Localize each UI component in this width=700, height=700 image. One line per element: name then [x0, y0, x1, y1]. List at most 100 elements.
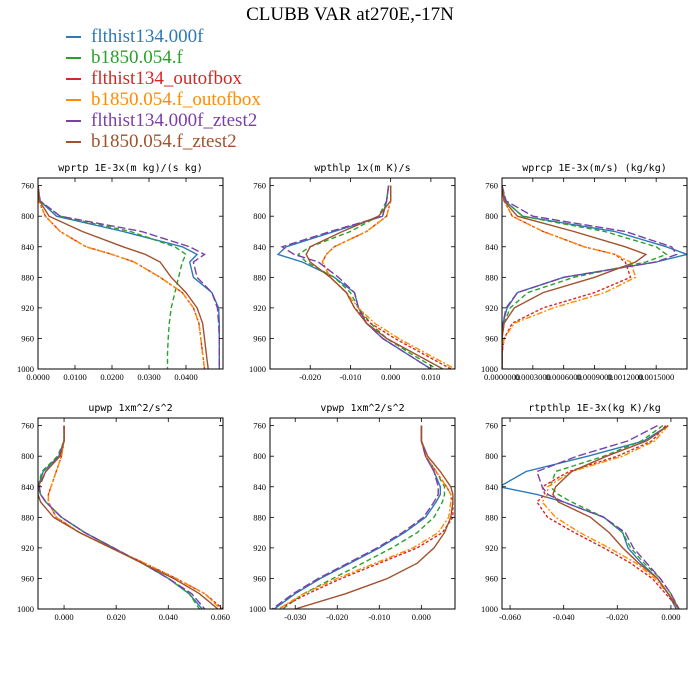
- chart-panel: wpthlp 1x(m K)/s 760 800 840 880 920 960 1000 -0…: [249, 163, 456, 382]
- panel-title: wprcp 1E-3x(m/s) (kg/kg): [522, 163, 667, 174]
- series-line: [47, 425, 221, 609]
- y-tick-label: 840: [21, 242, 34, 252]
- plot-frame: [501, 417, 688, 610]
- y-tick-label: 920: [21, 303, 34, 313]
- legend-swatch: [66, 140, 81, 143]
- y-tick-label: 1000: [249, 364, 266, 374]
- series-line: [280, 185, 432, 369]
- x-tick-label: 0.0200: [100, 372, 123, 382]
- y-tick-label: 920: [253, 543, 266, 553]
- y-tick-label: 920: [485, 303, 498, 313]
- legend-swatch: [66, 98, 81, 101]
- series-line: [536, 424, 680, 609]
- series-line: [38, 425, 219, 609]
- y-tick-label: 800: [253, 451, 266, 461]
- x-tick-label: 0.0400: [174, 372, 197, 382]
- x-tick-label: 0.020: [107, 612, 126, 622]
- x-tick-label: 0.060: [211, 612, 230, 622]
- series-line: [278, 425, 454, 609]
- chart-panel: upwp 1xm^2/s^2 760 800 840 880 920 960 1000 0.00…: [17, 403, 230, 622]
- x-tick-label: 0.0012000: [607, 372, 643, 382]
- chart-panel: wprtp 1E-3x(m kg)/(s kg) 760 800 840 880 920 9…: [17, 163, 224, 382]
- y-tick-label: 960: [253, 333, 266, 343]
- y-tick-label: 760: [253, 421, 266, 431]
- x-tick-label: -0.040: [553, 612, 575, 622]
- y-tick-label: 920: [253, 303, 266, 313]
- legend-label: flthist134_outofbox: [91, 67, 242, 89]
- y-tick-label: 800: [485, 451, 498, 461]
- legend-item: flthist134_outofbox: [66, 68, 261, 89]
- y-tick-label: 800: [21, 211, 34, 221]
- series-line: [297, 185, 438, 369]
- legend: flthist134.000f b1850.054.f flthist134_o…: [66, 26, 261, 152]
- y-tick-label: 920: [21, 543, 34, 553]
- y-tick-label: 960: [21, 333, 34, 343]
- y-tick-label: 1000: [17, 364, 34, 374]
- y-tick-label: 800: [485, 211, 498, 221]
- x-tick-label: -0.020: [606, 612, 628, 622]
- series-line: [278, 425, 452, 609]
- x-tick-label: 0.000: [54, 612, 73, 622]
- legend-item: b1850.054.f: [66, 47, 261, 68]
- x-tick-label: -0.060: [499, 612, 521, 622]
- y-tick-label: 880: [485, 272, 498, 282]
- x-tick-label: -0.020: [299, 372, 321, 382]
- legend-swatch: [66, 77, 81, 80]
- x-tick-label: 0.0003000: [515, 372, 551, 382]
- legend-item: flthist134.000f: [66, 26, 261, 47]
- y-tick-label: 880: [253, 272, 266, 282]
- x-tick-label: 0.000: [381, 372, 400, 382]
- x-tick-label: 0.0100: [63, 372, 86, 382]
- y-tick-label: 840: [485, 242, 498, 252]
- chart-panel: wprcp 1E-3x(m/s) (kg/kg) 760 800 840 880 920 9…: [481, 163, 688, 382]
- plot-frame: [37, 177, 224, 370]
- x-tick-label: 0.0009000: [576, 372, 612, 382]
- y-tick-label: 760: [253, 181, 266, 191]
- series-line: [38, 185, 221, 369]
- y-tick-label: 800: [21, 451, 34, 461]
- x-tick-label: 0.0300: [137, 372, 160, 382]
- legend-swatch: [66, 56, 81, 59]
- x-tick-label: 0.000: [661, 612, 680, 622]
- series-line: [282, 425, 446, 609]
- legend-item: b1850.054.f_ztest2: [66, 131, 261, 152]
- series-line: [38, 185, 206, 369]
- panel-title: rtpthlp 1E-3x(kg K)/kg: [528, 403, 660, 414]
- panel-title: wprtp 1E-3x(m kg)/(s kg): [58, 163, 203, 174]
- x-tick-label: 0.0000: [26, 372, 49, 382]
- y-tick-label: 960: [485, 333, 498, 343]
- series-line: [38, 185, 206, 369]
- y-tick-label: 840: [21, 482, 34, 492]
- plot-frame: [269, 177, 456, 370]
- series-line: [502, 425, 677, 609]
- x-tick-label: -0.030: [284, 612, 306, 622]
- series-line: [305, 185, 444, 369]
- legend-label: b1850.054.f_outofbox: [91, 88, 261, 110]
- y-tick-label: 1000: [481, 364, 498, 374]
- x-tick-label: 0.040: [159, 612, 178, 622]
- y-tick-label: 1000: [481, 604, 498, 614]
- chart-panel: rtpthlp 1E-3x(kg K)/kg 760 800 840 880 920 960…: [481, 403, 688, 622]
- y-tick-label: 880: [21, 512, 34, 522]
- legend-label: flthist134.000f_ztest2: [91, 109, 258, 131]
- legend-label: flthist134.000f: [91, 25, 204, 47]
- series-line: [38, 425, 206, 609]
- legend-label: b1850.054.f_ztest2: [91, 130, 237, 152]
- series-line: [502, 185, 678, 369]
- y-tick-label: 920: [485, 543, 498, 553]
- y-tick-label: 840: [485, 482, 498, 492]
- panel-title: upwp 1xm^2/s^2: [88, 403, 172, 414]
- y-tick-label: 760: [21, 181, 34, 191]
- series-line: [294, 425, 454, 609]
- y-tick-label: 880: [485, 512, 498, 522]
- y-tick-label: 1000: [17, 604, 34, 614]
- series-line: [541, 425, 680, 609]
- x-tick-label: -0.010: [368, 612, 390, 622]
- series-line: [276, 185, 432, 369]
- x-tick-label: 0.000: [412, 612, 431, 622]
- y-tick-label: 1000: [249, 604, 266, 614]
- y-tick-label: 800: [253, 211, 266, 221]
- x-tick-label: 0.0015000: [638, 372, 674, 382]
- series-line: [273, 425, 441, 609]
